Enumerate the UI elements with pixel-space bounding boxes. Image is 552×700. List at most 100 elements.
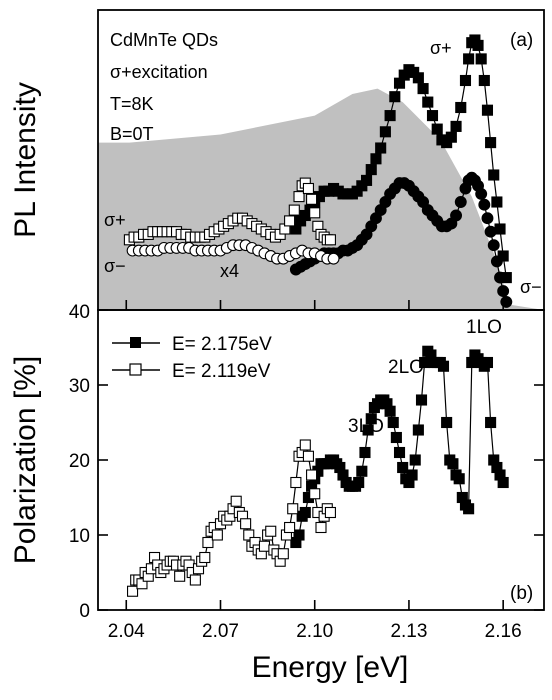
polarization-data-point (189, 574, 201, 586)
pl-series-3 (126, 239, 340, 265)
left-sigma-minus-label: σ− (104, 256, 126, 276)
polarization-data-point (306, 469, 318, 481)
info-line: B=0T (110, 124, 154, 144)
polarization-data-point (365, 413, 377, 425)
polarization-data-point (387, 416, 399, 429)
info-line: σ+excitation (110, 62, 208, 82)
polarization-data-point (412, 424, 424, 436)
pl-data-point (491, 196, 503, 208)
pl-data-point (293, 191, 305, 203)
polarization-data-point (485, 416, 497, 429)
pl-data-point (284, 215, 296, 227)
info-line: CdMnTe QDs (110, 30, 218, 50)
polarization-data-point (230, 495, 242, 507)
pl-data-point (302, 182, 314, 195)
pl-data-point (494, 271, 506, 284)
polarization-data-point (453, 473, 465, 485)
x-axis-label: Energy [eV] (252, 651, 409, 684)
pl-data-point (370, 153, 382, 165)
polarization-data-point (211, 529, 223, 541)
pl-data-point (472, 39, 484, 51)
pl-data-point (288, 204, 300, 216)
polarization-data-point (293, 529, 305, 541)
pl-data-point (454, 196, 467, 208)
legend-label: E= 2.119eV (172, 361, 271, 382)
polarization-data-point (406, 469, 418, 481)
polarization-data-point (265, 525, 277, 537)
pl-data-point (450, 120, 462, 132)
polarization-data-point (299, 506, 311, 519)
ytick-label: 20 (69, 451, 90, 472)
polarization-data-point (199, 551, 211, 564)
polarization-data-point (447, 458, 459, 470)
polarization-data-point (437, 360, 450, 372)
sigma-plus-peak-label: σ+ (430, 38, 452, 58)
panel-b-label: (b) (510, 583, 533, 604)
pl-data-point (389, 91, 401, 103)
polarization-data-point (174, 570, 186, 582)
lo-annotation: 1LO (466, 317, 502, 338)
pl-data-point (309, 207, 321, 219)
pl-data-point (417, 83, 429, 95)
pl-data-point (445, 131, 457, 143)
polarization-data-point (415, 394, 428, 406)
polarization-data-point (356, 465, 368, 477)
legend-label: E= 2.175eV (172, 334, 272, 355)
ytick-label: 0 (79, 601, 90, 622)
legend-marker-open (129, 363, 142, 376)
polarization-data-point (243, 529, 255, 541)
polarization-data-point (463, 503, 475, 515)
pl-data-point (481, 104, 494, 116)
polarization-data-point (277, 548, 289, 560)
polarization-series-group (126, 345, 509, 597)
panel-b-yticks (98, 309, 544, 611)
polarization-data-point (390, 431, 402, 444)
pl-data-point (455, 101, 467, 114)
polarization-data-point (359, 446, 371, 459)
legend-marker-filled (130, 337, 141, 348)
polarization-data-point (362, 424, 374, 436)
panel-b-ytick-labels: 0 10 20 30 (69, 376, 90, 622)
pl-data-point (488, 169, 500, 181)
panel-a: PL Intensity 40 CdMnTe QDs σ+excitation … (9, 9, 545, 323)
pl-data-point (459, 74, 472, 87)
sigma-minus-tail-label: σ− (520, 277, 542, 297)
pl-data-point (379, 126, 391, 138)
pl-data-point (478, 198, 491, 211)
pl-data-point (412, 72, 424, 84)
polarization-data-point (397, 461, 409, 474)
panel-a-label: (a) (510, 30, 533, 51)
pl-data-point (450, 209, 463, 222)
pl-data-point (484, 225, 497, 238)
lo-annotation: 3LO (348, 416, 384, 437)
polarization-data-point (202, 536, 214, 549)
pl-data-point (327, 252, 340, 265)
pl-data-point (494, 223, 506, 235)
xtick-label: 2.10 (296, 621, 333, 642)
pl-data-point (487, 239, 500, 252)
pl-data-point (324, 234, 336, 246)
polarization-data-point (353, 476, 365, 489)
polarization-data-point (240, 518, 252, 530)
left-sigma-plus-label: σ+ (104, 210, 126, 230)
polarization-data-point (299, 439, 311, 451)
panel-a-ylabel: PL Intensity (9, 82, 42, 238)
pl-data-point (481, 212, 494, 225)
pl-series-group (123, 34, 513, 308)
xtick-label: 2.07 (202, 621, 239, 642)
pl-data-point (497, 285, 510, 298)
legend: E= 2.175eV E= 2.119eV (112, 334, 272, 382)
pl-data-point (431, 123, 443, 135)
x-axis: 2.04 2.07 2.10 2.13 2.16 (108, 300, 522, 642)
info-line: T=8K (110, 94, 154, 114)
polarization-series-0 (290, 345, 509, 549)
scale-factor-label: x4 (220, 261, 239, 281)
polarization-data-point (284, 521, 296, 534)
polarization-data-point (136, 578, 148, 590)
pl-data-point (485, 137, 497, 149)
polarization-data-point (258, 540, 271, 552)
pl-data-point (360, 174, 373, 186)
pl-data-point (463, 53, 475, 65)
ytick-label: 30 (69, 376, 90, 397)
